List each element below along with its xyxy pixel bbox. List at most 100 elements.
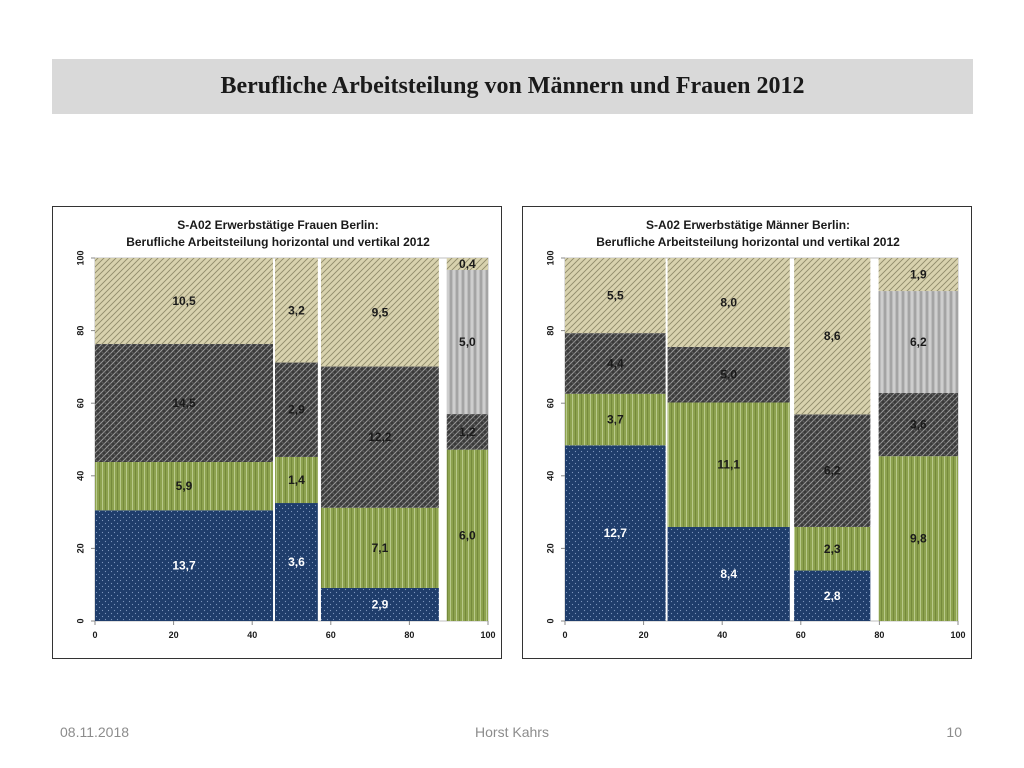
segment-value-label: 8,4 bbox=[720, 567, 737, 581]
segment-value-label: 5,0 bbox=[459, 335, 476, 349]
segment-beige bbox=[95, 258, 274, 345]
segment-value-label: 13,7 bbox=[172, 559, 196, 573]
y-tick-label: 40 bbox=[545, 471, 555, 481]
segment-value-label: 14,5 bbox=[172, 396, 196, 410]
segment-beige bbox=[667, 258, 790, 347]
x-tick-label: 100 bbox=[950, 630, 965, 640]
y-tick-label: 100 bbox=[545, 250, 555, 265]
segment-dark_hatch bbox=[878, 393, 958, 457]
segment-value-label: 3,6 bbox=[288, 555, 305, 569]
chart-frauen: S-A02 Erwerbstätige Frauen Berlin: Berufl… bbox=[75, 218, 495, 640]
segment-navy bbox=[320, 587, 439, 621]
y-tick-label: 40 bbox=[75, 471, 85, 481]
segment-beige bbox=[274, 258, 318, 363]
segment-beige bbox=[878, 258, 958, 292]
x-tick-label: 80 bbox=[404, 630, 414, 640]
segment-value-label: 0,4 bbox=[459, 257, 476, 271]
segment-dark_hatch bbox=[446, 414, 488, 450]
segment-value-label: 6,2 bbox=[824, 464, 841, 478]
x-tick-label: 40 bbox=[247, 630, 257, 640]
segment-beige bbox=[565, 258, 666, 334]
segment-value-label: 1,4 bbox=[288, 473, 305, 487]
y-tick-label: 100 bbox=[75, 250, 85, 265]
segment-value-label: 3,2 bbox=[288, 303, 305, 317]
slide-title-bar: Berufliche Arbeitsteilung von Männern un… bbox=[52, 59, 973, 114]
chart-title-line2: Berufliche Arbeitsteilung horizontal und… bbox=[596, 235, 900, 249]
segment-green bbox=[320, 507, 439, 588]
segment-value-label: 6,0 bbox=[459, 528, 476, 542]
segment-navy bbox=[565, 445, 666, 621]
segment-value-label: 8,6 bbox=[824, 329, 841, 343]
chart-title-line2: Berufliche Arbeitsteilung horizontal und… bbox=[126, 235, 430, 249]
segment-value-label: 8,0 bbox=[720, 295, 737, 309]
segment-value-label: 2,8 bbox=[824, 589, 841, 603]
footer-author: Horst Kahrs bbox=[475, 724, 549, 740]
x-tick-label: 20 bbox=[169, 630, 179, 640]
y-tick-label: 60 bbox=[75, 398, 85, 408]
segment-value-label: 1,2 bbox=[459, 425, 476, 439]
segment-green bbox=[794, 526, 871, 571]
segment-dark_hatch bbox=[565, 333, 666, 394]
segment-value-label: 9,5 bbox=[372, 305, 389, 319]
segment-green bbox=[667, 402, 790, 527]
y-tick-label: 0 bbox=[545, 618, 555, 623]
y-tick-label: 20 bbox=[75, 543, 85, 553]
segment-value-label: 3,7 bbox=[607, 413, 624, 427]
segment-navy bbox=[95, 510, 274, 621]
x-tick-label: 0 bbox=[562, 630, 567, 640]
segment-value-label: 2,9 bbox=[288, 403, 305, 417]
x-tick-label: 0 bbox=[92, 630, 97, 640]
slide-title: Berufliche Arbeitsteilung von Männern un… bbox=[220, 73, 805, 99]
segment-value-label: 9,8 bbox=[910, 532, 927, 546]
chart-title-line1: S-A02 Erwerbstätige Frauen Berlin: bbox=[177, 218, 378, 232]
segment-value-label: 7,1 bbox=[372, 541, 389, 555]
segment-navy bbox=[667, 526, 790, 621]
segment-value-label: 5,5 bbox=[607, 289, 624, 303]
x-tick-label: 100 bbox=[480, 630, 495, 640]
segment-green bbox=[565, 393, 666, 446]
footer-page-number: 10 bbox=[946, 724, 962, 740]
x-tick-label: 80 bbox=[874, 630, 884, 640]
segment-beige bbox=[446, 258, 488, 270]
segment-value-label: 12,2 bbox=[368, 430, 392, 444]
y-tick-label: 60 bbox=[545, 398, 555, 408]
segment-value-label: 3,6 bbox=[910, 418, 927, 432]
segment-value-label: 5,0 bbox=[720, 368, 737, 382]
y-tick-label: 20 bbox=[545, 543, 555, 553]
segment-green bbox=[274, 456, 318, 504]
segment-value-label: 4,4 bbox=[607, 356, 624, 370]
y-tick-label: 0 bbox=[75, 618, 85, 623]
segment-dark_hatch bbox=[320, 366, 439, 508]
segment-dark_hatch bbox=[95, 344, 274, 463]
segment-grey bbox=[878, 291, 958, 394]
segment-value-label: 2,9 bbox=[372, 597, 389, 611]
segment-value-label: 11,1 bbox=[717, 458, 740, 472]
x-tick-label: 60 bbox=[796, 630, 806, 640]
x-tick-label: 60 bbox=[326, 630, 336, 640]
x-tick-label: 20 bbox=[639, 630, 649, 640]
segment-navy bbox=[794, 570, 871, 621]
segment-dark_hatch bbox=[667, 346, 790, 403]
segment-navy bbox=[274, 503, 318, 621]
segment-value-label: 2,3 bbox=[824, 542, 841, 556]
y-tick-label: 80 bbox=[75, 326, 85, 336]
chart-title-line1: S-A02 Erwerbstätige Männer Berlin: bbox=[646, 218, 850, 232]
segment-grey bbox=[446, 269, 488, 415]
x-tick-label: 40 bbox=[717, 630, 727, 640]
y-tick-label: 80 bbox=[545, 326, 555, 336]
chart-panel-maenner: S-A02 Erwerbstätige Männer Berlin: Berufl… bbox=[522, 206, 972, 659]
segment-value-label: 10,5 bbox=[172, 294, 196, 308]
segment-dark_hatch bbox=[794, 414, 871, 527]
segment-beige bbox=[794, 258, 871, 415]
segment-value-label: 5,9 bbox=[176, 479, 193, 493]
segment-green bbox=[95, 462, 274, 511]
segment-value-label: 12,7 bbox=[604, 526, 628, 540]
segment-value-label: 6,2 bbox=[910, 335, 927, 349]
segment-dark_hatch bbox=[274, 362, 318, 457]
segment-value-label: 1,9 bbox=[910, 268, 927, 282]
segment-green bbox=[446, 449, 488, 621]
chart-maenner: S-A02 Erwerbstätige Männer Berlin: Berufl… bbox=[545, 218, 965, 640]
segment-beige bbox=[320, 258, 439, 367]
segment-green bbox=[878, 456, 958, 621]
chart-panel-frauen: S-A02 Erwerbstätige Frauen Berlin: Berufl… bbox=[52, 206, 502, 659]
